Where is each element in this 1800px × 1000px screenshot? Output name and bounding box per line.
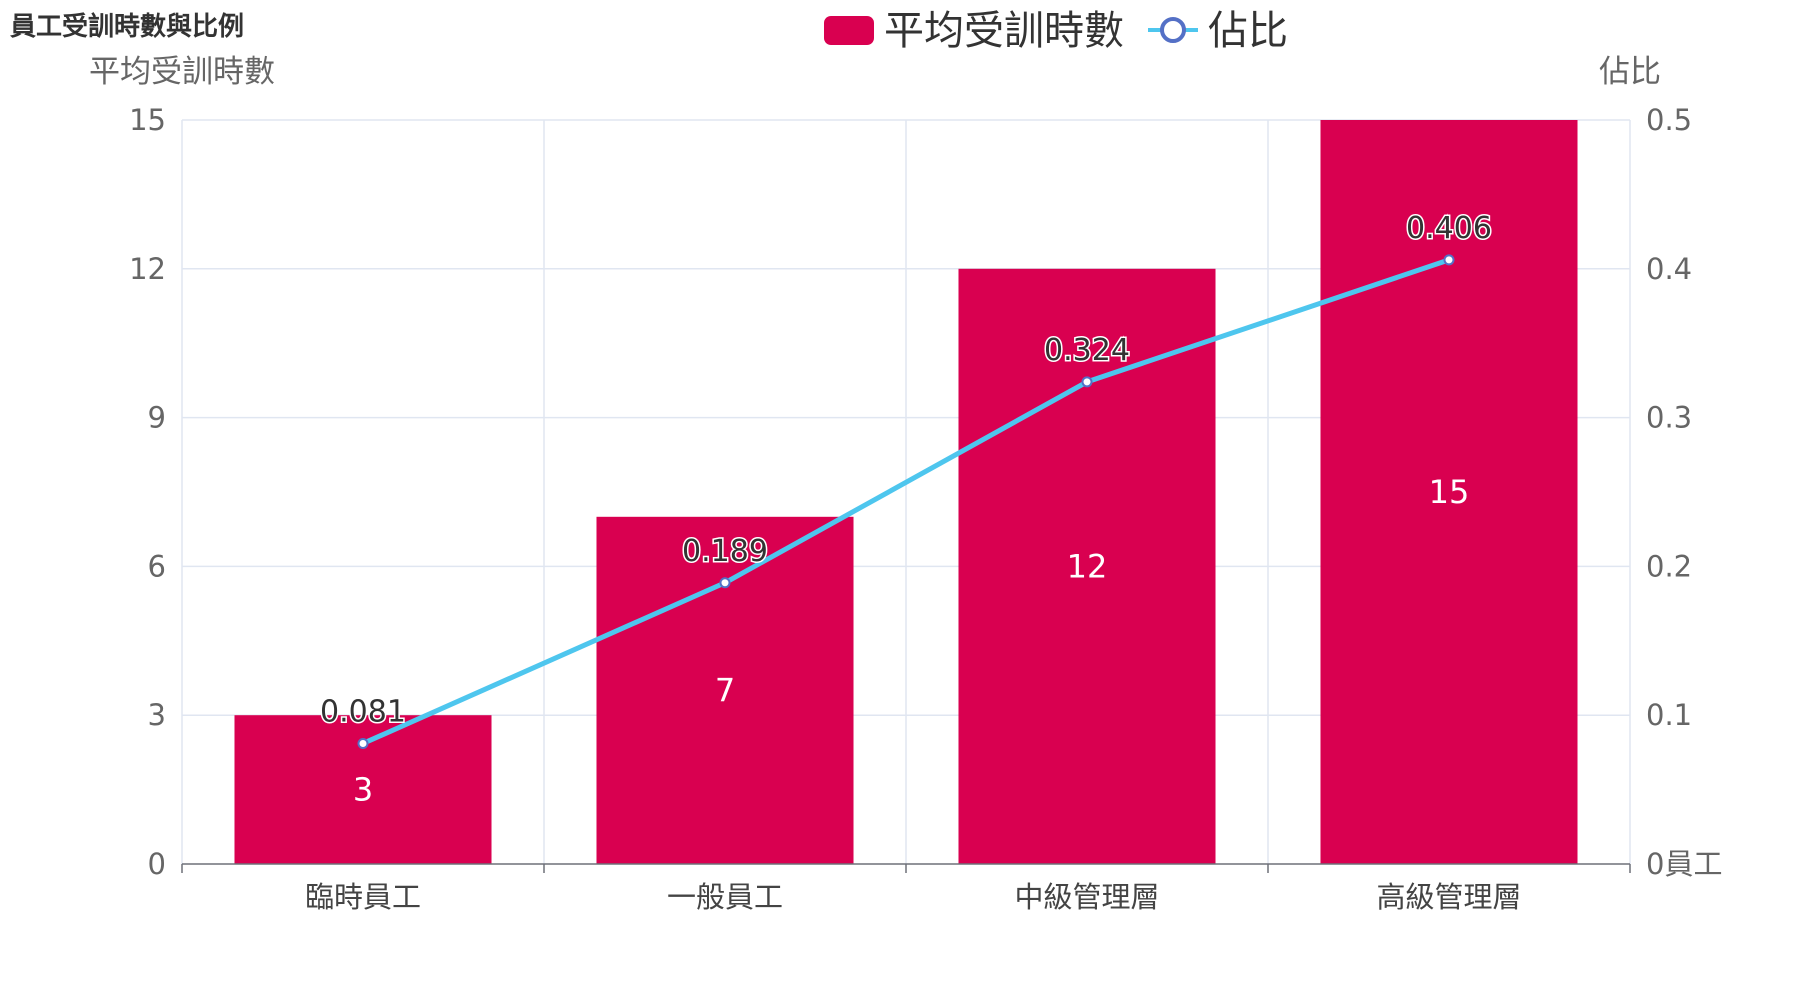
y-right-tick-label: 0.5 (1646, 103, 1692, 137)
y-left-tick-label: 0 (148, 847, 166, 881)
line-value-label: 0.189 (682, 534, 768, 569)
line-value-label: 0.081 (320, 694, 406, 729)
x-category-label: 臨時員工 (305, 880, 421, 914)
y-right-axis-name: 佔比 (1599, 54, 1661, 90)
bar-value-label: 7 (715, 671, 735, 709)
line-point (357, 737, 369, 749)
bar (1320, 120, 1578, 864)
bar-value-label: 15 (1429, 473, 1470, 511)
legend-line-label: 佔比 (1208, 8, 1288, 54)
y-right-tick-label: 0.3 (1646, 401, 1692, 435)
line-value-label: 0.324 (1044, 333, 1130, 368)
x-category-label: 一般員工 (667, 880, 783, 914)
line-value-label: 0.406 (1406, 211, 1492, 246)
line-point (1443, 254, 1455, 266)
y-right-tick-label: 0員工 (1646, 847, 1722, 881)
y-right-tick-label: 0.1 (1646, 698, 1692, 732)
chart-title: 員工受訓時數與比例 (10, 12, 245, 42)
legend-item-line[interactable]: 佔比 (1148, 8, 1288, 54)
y-right-tick-label: 0.4 (1646, 252, 1692, 286)
bar (958, 268, 1216, 864)
bar (596, 516, 854, 864)
y-left-tick-label: 6 (148, 549, 166, 583)
legend-bar-label: 平均受訓時數 (884, 8, 1124, 54)
y-left-tick-label: 15 (129, 103, 166, 137)
bar-value-label: 12 (1067, 547, 1108, 585)
line-path (361, 257, 1450, 746)
bar-value-label: 3 (353, 771, 373, 809)
line-point (719, 577, 731, 589)
tick-labels: 0 0員工 3 0.1 6 0.2 9 0.3 12 0.4 15 0.5 臨時員工 一般員工 中級管理層 高… (129, 103, 1722, 914)
bar-series: 3 7 12 15 (234, 120, 1578, 864)
line-point (1081, 376, 1093, 388)
x-category-label: 中級管理層 (1014, 880, 1159, 914)
legend[interactable]: 平均受訓時數 佔比 (824, 8, 1288, 54)
y-left-tick-label: 9 (148, 401, 166, 435)
y-left-tick-label: 12 (129, 252, 166, 286)
x-category-label: 高級管理層 (1376, 880, 1521, 914)
y-right-tick-label: 0.2 (1646, 549, 1692, 583)
legend-item-bar[interactable]: 平均受訓時數 (824, 8, 1124, 54)
legend-line-marker (1160, 17, 1186, 43)
legend-bar-swatch (824, 16, 874, 45)
line-series: 0.081 0.189 0.324 0.406 (319, 209, 1493, 749)
y-left-axis-name: 平均受訓時數 (89, 54, 275, 90)
y-left-tick-label: 3 (148, 698, 166, 732)
